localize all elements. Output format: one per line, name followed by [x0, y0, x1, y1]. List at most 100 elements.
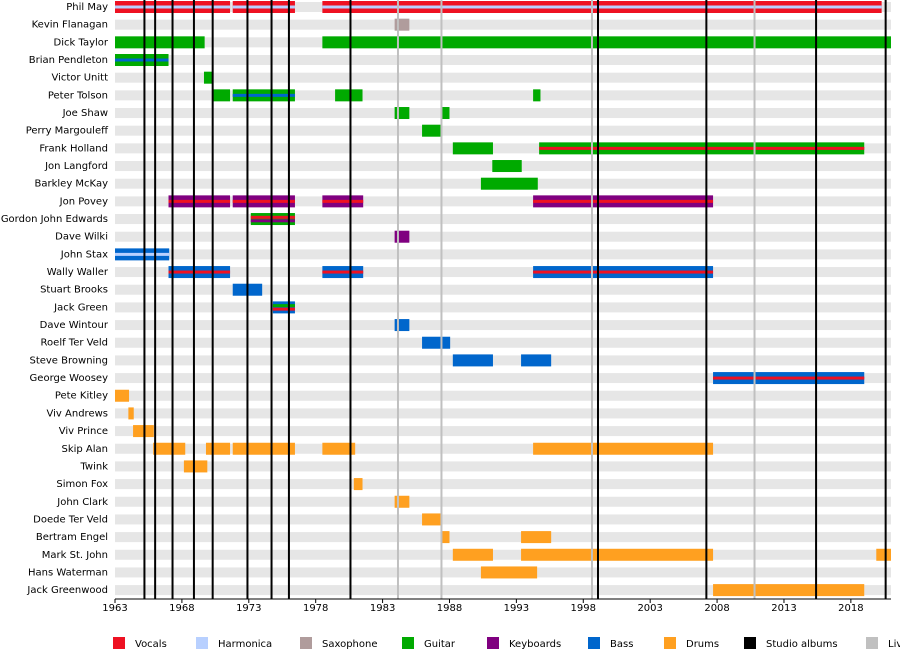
- row-label: Viv Prince: [59, 426, 108, 437]
- membership-bar: [232, 442, 295, 455]
- legend-label: Keyboards: [509, 639, 561, 650]
- row-band: [115, 355, 891, 366]
- membership-bar: [394, 107, 410, 120]
- row-label: Dave Wilki: [55, 232, 108, 243]
- role-stripe: [322, 270, 364, 274]
- row-band: [115, 19, 891, 30]
- membership-bar: [133, 425, 154, 438]
- legend-swatch: [664, 637, 676, 649]
- row-label: Brian Pendleton: [29, 55, 108, 66]
- row-label: Simon Fox: [56, 479, 108, 490]
- legend-swatch: [588, 637, 600, 649]
- legend-label: Bass: [610, 639, 633, 650]
- role-stripe: [115, 58, 169, 62]
- role-stripe: [322, 199, 364, 203]
- row-label: Viv Andrews: [47, 408, 108, 419]
- x-tick-label: 1993: [504, 603, 529, 614]
- row-band: [115, 426, 891, 437]
- row-band: [115, 267, 891, 278]
- membership-bar: [115, 36, 205, 49]
- membership-bar: [521, 548, 714, 561]
- membership-bar: [480, 177, 538, 190]
- legend-swatch: [487, 637, 499, 649]
- row-band: [115, 125, 891, 136]
- row-band: [115, 231, 891, 242]
- role-stripe: [168, 270, 231, 274]
- row-label: Joe Shaw: [62, 108, 108, 119]
- membership-bar: [394, 18, 410, 31]
- role-stripe: [533, 270, 714, 274]
- row-label: Twink: [79, 461, 108, 472]
- row-label: George Woosey: [30, 373, 109, 384]
- membership-bar: [183, 460, 208, 473]
- legend-label: Harmonica: [218, 639, 272, 650]
- row-label: Jon Povey: [59, 196, 108, 207]
- x-tick-label: 1998: [571, 603, 596, 614]
- row-label: Bertram Engel: [36, 532, 108, 543]
- role-stripe: [168, 199, 231, 203]
- row-band: [115, 373, 891, 384]
- row-band: [115, 443, 891, 454]
- x-tick-label: 1978: [303, 603, 328, 614]
- row-band: [115, 549, 891, 560]
- membership-bar: [422, 513, 443, 526]
- membership-bar: [115, 389, 130, 402]
- legend-swatch: [402, 637, 414, 649]
- row-label: Gordon John Edwards: [1, 214, 108, 225]
- membership-bar: [422, 124, 443, 137]
- row-band: [115, 479, 891, 490]
- row-label: Mark St. John: [42, 550, 108, 561]
- row-band: [115, 143, 891, 154]
- row-label: Jack Greenwood: [26, 585, 108, 596]
- membership-bar: [394, 319, 410, 332]
- row-label: Dick Taylor: [54, 37, 109, 48]
- row-band: [115, 72, 891, 83]
- x-tick-label: 1988: [437, 603, 462, 614]
- row-band: [115, 320, 891, 331]
- role-stripe: [232, 93, 295, 97]
- membership-bar: [353, 478, 363, 491]
- membership-bar: [272, 301, 295, 314]
- role-stripe: [713, 376, 865, 380]
- row-label: Barkley McKay: [35, 179, 109, 190]
- row-band: [115, 249, 891, 260]
- membership-bar: [533, 89, 541, 102]
- x-tick-label: 2003: [637, 603, 662, 614]
- x-tick-label: 1968: [169, 603, 194, 614]
- row-band: [115, 390, 891, 401]
- membership-bar: [492, 160, 522, 173]
- row-band: [115, 214, 891, 225]
- legend-label: Drums: [686, 639, 719, 650]
- row-label: Jack Green: [53, 302, 108, 313]
- legend-label: Live albums: [888, 639, 900, 650]
- legend-label: Vocals: [135, 639, 167, 650]
- row-band: [115, 108, 891, 119]
- role-stripe: [322, 5, 882, 9]
- legend-label: Guitar: [424, 639, 456, 650]
- x-tick-label: 2018: [838, 603, 863, 614]
- membership-bar: [153, 442, 186, 455]
- row-band: [115, 90, 891, 101]
- membership-bar: [422, 336, 451, 349]
- row-band: [115, 196, 891, 207]
- membership-bar: [521, 531, 552, 544]
- row-label: Roelf Ter Veld: [41, 338, 108, 349]
- row-band: [115, 408, 891, 419]
- legend-label: Studio albums: [766, 639, 838, 650]
- row-label: Pete Kitley: [55, 391, 108, 402]
- row-band: [115, 55, 891, 66]
- row-band: [115, 337, 891, 348]
- role-stripe: [272, 307, 295, 311]
- membership-bar: [203, 71, 213, 84]
- row-label: Kevin Flanagan: [32, 20, 108, 31]
- row-label: Doede Ter Veld: [33, 514, 108, 525]
- membership-bar: [440, 107, 450, 120]
- row-band: [115, 585, 891, 596]
- membership-bar: [452, 142, 493, 155]
- membership-bar: [533, 442, 714, 455]
- role-stripe: [250, 219, 295, 223]
- x-tick-label: 1973: [236, 603, 261, 614]
- row-label: Stuart Brooks: [40, 285, 108, 296]
- role-stripe: [115, 252, 170, 256]
